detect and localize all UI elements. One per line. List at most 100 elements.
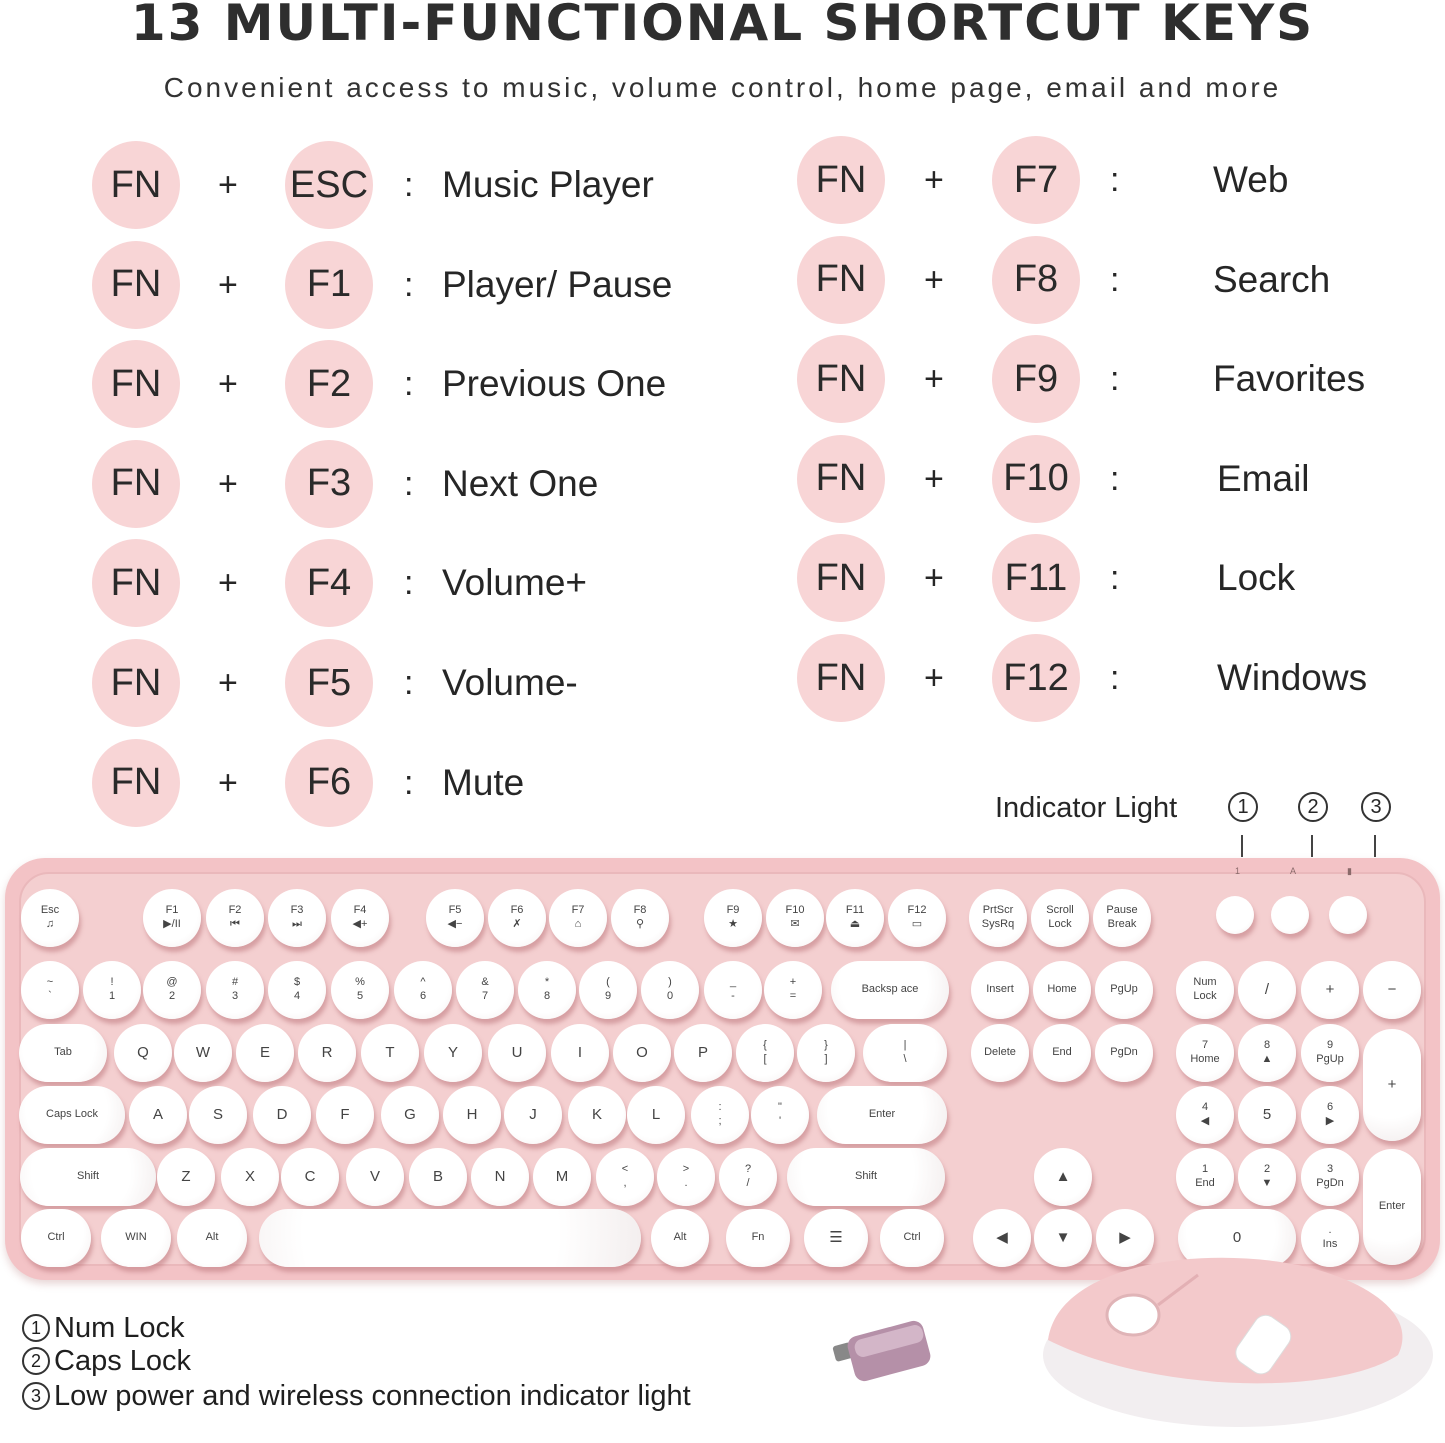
keycap-legend: ☰ (829, 1228, 843, 1246)
keycap: Alt (177, 1209, 247, 1267)
keycap-sublegend: ⏭ (292, 918, 302, 930)
usb-receiver-image (832, 1320, 931, 1382)
keycap-sublegend: 5 (356, 990, 364, 1002)
keycap-legend: Q (137, 1043, 149, 1061)
keycap-sublegend: ✗ (512, 918, 522, 930)
keycap: P (674, 1024, 732, 1082)
keycap-legend: L (651, 1105, 661, 1123)
legend-text: Low power and wireless connection indica… (54, 1380, 691, 1412)
keycap: Num Lock (1176, 961, 1234, 1019)
keycap: + = (764, 961, 822, 1019)
keycap-legend: Insert (986, 983, 1014, 996)
keycap-legend: F6 (510, 904, 524, 917)
keycap-sublegend: Break (1107, 918, 1137, 930)
keycap: ~ ` (21, 961, 79, 1019)
colon: : (404, 664, 414, 702)
fn-key-circle: FN (92, 738, 180, 827)
keycap: 4 ◀ (1176, 1086, 1234, 1144)
keycap: PgUp (1095, 961, 1153, 1019)
legend-item-1: 1 Num Lock (22, 1312, 185, 1345)
keycap-legend: 8 (1263, 1039, 1271, 1052)
function-key-circle: F6 (285, 738, 373, 827)
function-key-circle: F2 (285, 340, 373, 429)
keycap-sublegend: - (731, 990, 735, 1002)
colon: : (1110, 260, 1120, 299)
keycap: Scroll Lock (1031, 889, 1089, 947)
keycap-legend: F10 (785, 904, 805, 917)
keycap-sublegend: ▲ (1261, 1053, 1273, 1065)
keycap-legend: O (636, 1043, 648, 1061)
shortcut-label: Search (1213, 258, 1331, 300)
keycap: 8 ▲ (1238, 1024, 1296, 1082)
legend-text: Caps Lock (54, 1345, 192, 1377)
keycap-legend: _ (729, 976, 737, 989)
keycap: F9 ★ (704, 889, 762, 947)
keycap-legend: Delete (984, 1046, 1016, 1059)
keycap (1329, 896, 1367, 934)
keycap-sublegend: ` (48, 990, 52, 1002)
keycap-legend: > (682, 1163, 690, 1176)
keycap-legend: 2 (1263, 1163, 1271, 1176)
keycap-legend: W (195, 1043, 211, 1061)
colon: : (1110, 459, 1120, 498)
keycap-legend: Num (1193, 976, 1217, 989)
fn-key-circle: FN (92, 141, 180, 229)
keycap-sublegend: ⌂ (574, 918, 582, 930)
keycap-legend: Enter (868, 1108, 896, 1121)
fn-key-circle: FN (797, 136, 885, 224)
keycap-sublegend: 4 (293, 990, 301, 1002)
keycap-legend: ▲ (1055, 1167, 1071, 1185)
keycap-sublegend: ⏏ (849, 918, 861, 930)
keycap: % 5 (331, 961, 389, 1019)
fn-key-circle: FN (92, 639, 180, 727)
keycap-sublegend: 9 (604, 990, 612, 1002)
keycap-legend: % (355, 976, 365, 989)
shortcut-label: Mute (442, 761, 525, 803)
plus-sign: + (218, 166, 238, 204)
keycap: 2 ▼ (1238, 1148, 1296, 1206)
keycap-sublegend: = (789, 990, 797, 1002)
keycap: 5 (1238, 1086, 1296, 1144)
shortcut-label: Music Player (442, 164, 654, 205)
keycap: >. (657, 1148, 715, 1206)
keycap-legend: ▶ (1119, 1228, 1131, 1246)
keycap: $4 (268, 961, 326, 1019)
keycap: F (316, 1086, 374, 1144)
keycap: F8 ⚲ (611, 889, 669, 947)
legend-item-2: 2 Caps Lock (22, 1345, 191, 1378)
keycap: I (551, 1024, 609, 1082)
led-mark-num: 1 (1235, 866, 1241, 876)
keycap: _ - (704, 961, 762, 1019)
keycap-legend: End (1052, 1046, 1072, 1059)
colon: : (404, 365, 414, 404)
keycap-sublegend: ' (778, 1115, 782, 1127)
keycap: 0 (1178, 1209, 1296, 1267)
keycap-legend: I (577, 1043, 583, 1061)
keycap: #3 (206, 961, 264, 1019)
keycap: + (1363, 1029, 1421, 1141)
keycap-sublegend: 2 (168, 990, 176, 1002)
keycap-sublegend: ◀+ (352, 918, 368, 930)
keycap-legend: ! (110, 976, 114, 989)
keycap-sublegend: ▭ (911, 918, 923, 930)
page-title: 13 MULTI-FUNCTIONAL SHORTCUT KEYS (130, 0, 1315, 52)
keycap-legend: F4 (353, 904, 367, 917)
keycap-sublegend: Lock (1048, 918, 1072, 930)
keycap-legend: 1 (1201, 1163, 1209, 1176)
keycap-legend: 9 (1326, 1039, 1334, 1052)
keycap-legend: Shift (854, 1170, 877, 1183)
keycap: ▼ (1034, 1209, 1092, 1267)
keycap-legend: / (1264, 980, 1270, 998)
fn-key-circle: FN (92, 240, 180, 329)
keycap: D (253, 1086, 311, 1144)
keycap-sublegend: ▶/II (163, 918, 181, 930)
keycap-legend: PgUp (1110, 983, 1138, 996)
keycap: Q (114, 1024, 172, 1082)
keycap-legend: F11 (845, 904, 865, 917)
keycap-legend: M (555, 1167, 569, 1185)
keycap-legend: + (1387, 1075, 1397, 1093)
keycap: U (488, 1024, 546, 1082)
shortcut-label: Volume- (442, 662, 578, 703)
keycap: @2 (143, 961, 201, 1019)
keycap-legend: S (212, 1105, 223, 1123)
